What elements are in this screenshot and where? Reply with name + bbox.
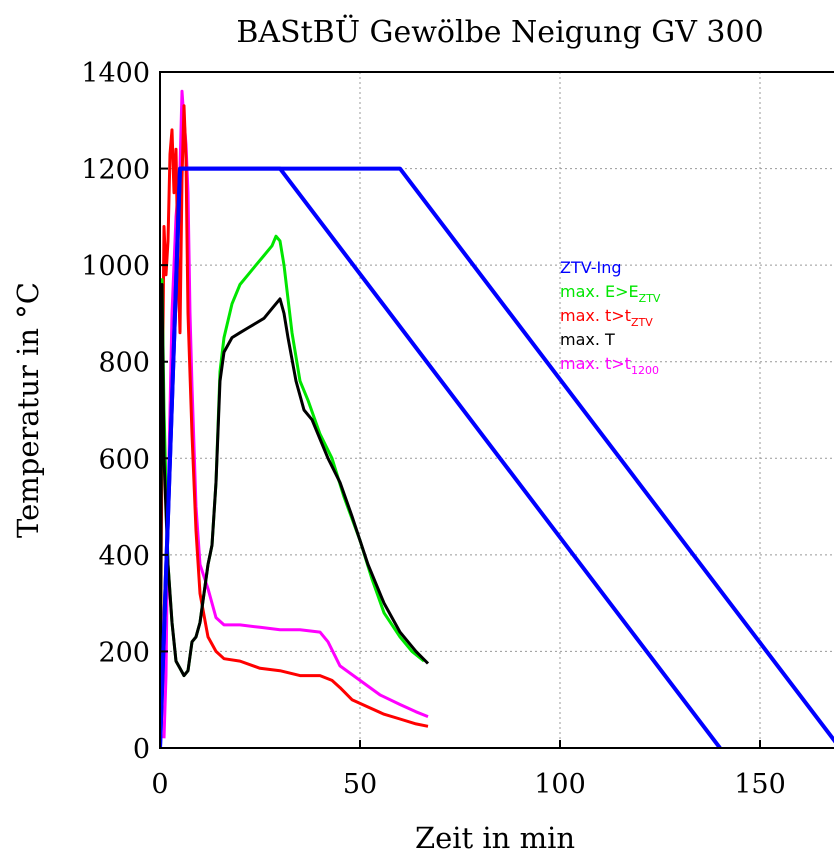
- ticks: 0 50 100 150 0 200 400 600 800 1000 1200 1400: [81, 58, 785, 800]
- y-tick-label: 600: [98, 444, 150, 475]
- x-axis-label: Zeit in min: [415, 821, 575, 855]
- legend-entry: max. t>t1200: [560, 354, 659, 377]
- y-tick-label: 1400: [81, 58, 150, 89]
- y-tick-label: 400: [98, 541, 150, 572]
- series-line-1: [160, 166, 834, 748]
- y-tick-label: 1000: [81, 251, 150, 282]
- y-axis-label: Temperatur in °C: [11, 282, 45, 538]
- x-tick-label: 50: [343, 769, 377, 800]
- series-line-2: [160, 234, 425, 748]
- legend-entry: max. T: [560, 330, 615, 349]
- series-line-3: [160, 104, 429, 748]
- chart-title: BAStBÜ Gewölbe Neigung GV 300: [236, 14, 763, 50]
- x-tick-label: 0: [151, 769, 168, 800]
- plot-area: [160, 89, 834, 748]
- series-line-4: [160, 283, 430, 748]
- legend-entry: ZTV-Ing: [560, 258, 622, 277]
- legend-entry: max. t>tZTV: [560, 306, 653, 329]
- plot-frame: [159, 71, 834, 749]
- x-tick-label: 150: [734, 769, 786, 800]
- x-tick-label: 100: [534, 769, 586, 800]
- y-tick-label: 200: [98, 637, 150, 668]
- y-tick-label: 800: [98, 348, 150, 379]
- y-tick-label: 0: [133, 734, 150, 765]
- y-tick-label: 1200: [81, 155, 150, 186]
- legend-entry: max. E>EZTV: [560, 282, 661, 305]
- grid: [160, 72, 834, 748]
